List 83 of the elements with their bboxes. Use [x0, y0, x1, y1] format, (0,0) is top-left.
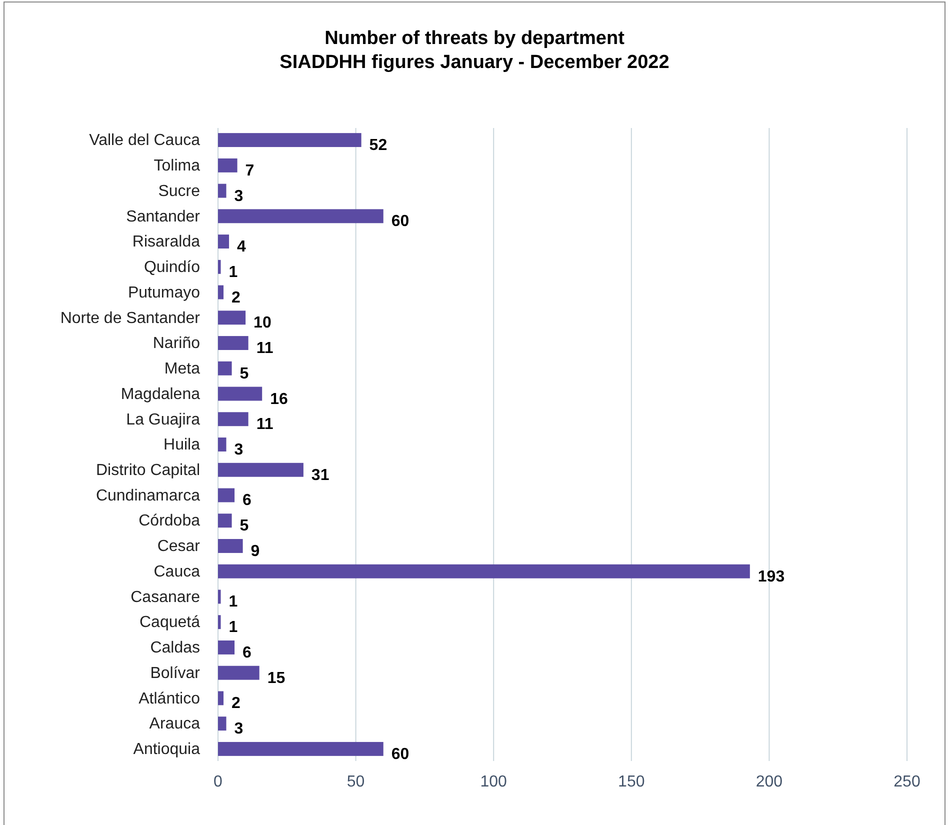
bar	[218, 564, 750, 578]
data-label: 2	[232, 695, 241, 712]
x-tick-label: 50	[346, 773, 365, 790]
y-tick-label: Magdalena	[120, 386, 200, 403]
y-tick-label: Norte de Santander	[60, 310, 201, 327]
data-label: 16	[270, 390, 288, 408]
y-tick-label: Cauca	[154, 563, 200, 580]
bar	[218, 488, 235, 502]
bar	[218, 640, 235, 654]
y-tick-label: Caquetá	[140, 614, 200, 632]
data-label: 7	[245, 162, 254, 180]
bar	[218, 742, 384, 756]
bar	[218, 716, 226, 731]
y-tick-label: Risaralda	[132, 234, 200, 251]
y-tick-label: Atlántico	[138, 690, 200, 708]
data-label: 4	[237, 238, 246, 256]
data-label: 6	[242, 644, 252, 662]
bar	[218, 361, 232, 376]
y-tick-label: La Guajira	[126, 411, 200, 428]
data-label: 9	[250, 542, 260, 560]
bar	[218, 691, 224, 706]
bar	[218, 209, 384, 224]
data-label: 5	[240, 365, 249, 382]
bar	[218, 590, 221, 604]
data-label: 3	[234, 442, 244, 458]
bar	[218, 514, 232, 528]
data-label: 1	[228, 264, 238, 281]
y-tick-label: Quindío	[144, 259, 200, 276]
data-label: 6	[242, 492, 252, 510]
y-tick-label: Putumayo	[128, 284, 200, 302]
x-tick-label: 250	[894, 773, 920, 790]
data-label: 3	[234, 720, 244, 738]
bar	[218, 666, 260, 680]
data-label: 1	[228, 594, 238, 611]
y-tick-label: Arauca	[149, 716, 200, 733]
y-tick-label: Tolima	[154, 158, 200, 175]
data-label: 193	[758, 568, 785, 586]
x-tick-label: 200	[756, 773, 783, 790]
data-label: 15	[267, 670, 286, 687]
bar	[218, 615, 221, 630]
bar	[218, 539, 243, 553]
x-tick-label: 100	[480, 773, 508, 790]
data-label: 11	[256, 340, 274, 358]
bar	[218, 234, 230, 249]
x-tick-label: 150	[618, 773, 645, 790]
bar	[218, 184, 226, 198]
bar	[218, 310, 246, 325]
data-label: 5	[240, 518, 249, 535]
data-label: 3	[234, 188, 244, 205]
y-tick-label: Valle del Cauca	[89, 132, 200, 150]
y-tick-label: Cundinamarca	[96, 487, 200, 504]
y-tick-label: Casanare	[130, 588, 200, 606]
data-label: 11	[256, 416, 274, 434]
y-tick-label: Distrito Capital	[96, 462, 200, 479]
bar	[218, 386, 262, 401]
y-tick-label: Cesar	[157, 538, 201, 556]
bar	[218, 462, 304, 477]
data-label: 52	[369, 137, 388, 154]
data-label: 1	[228, 619, 238, 636]
y-tick-label: Caldas	[150, 640, 200, 657]
data-label: 31	[311, 466, 330, 484]
y-tick-label: Antioquia	[133, 741, 200, 758]
chart-title: Number of threats by department	[324, 28, 626, 49]
data-label: 60	[391, 213, 410, 230]
bar	[218, 285, 224, 300]
data-label: 10	[254, 314, 272, 332]
y-tick-label: Meta	[164, 360, 200, 378]
y-tick-label: Nariño	[152, 335, 200, 352]
bar	[218, 260, 221, 274]
data-label: 2	[232, 289, 241, 306]
bar	[218, 158, 238, 172]
y-tick-label: Bolívar	[150, 664, 201, 682]
y-tick-label: Sucre	[158, 182, 200, 200]
bar	[218, 133, 362, 148]
y-tick-label: Córdoba	[138, 512, 200, 530]
bar	[218, 336, 248, 350]
y-tick-label: Huila	[164, 436, 200, 454]
bar	[218, 412, 248, 426]
bar	[218, 438, 226, 452]
x-tick-label: 0	[214, 773, 223, 790]
chart-subtitle: SIADDHH figures January - December 2022	[280, 52, 670, 73]
y-tick-label: Santander	[126, 208, 201, 226]
data-label: 60	[391, 746, 410, 763]
